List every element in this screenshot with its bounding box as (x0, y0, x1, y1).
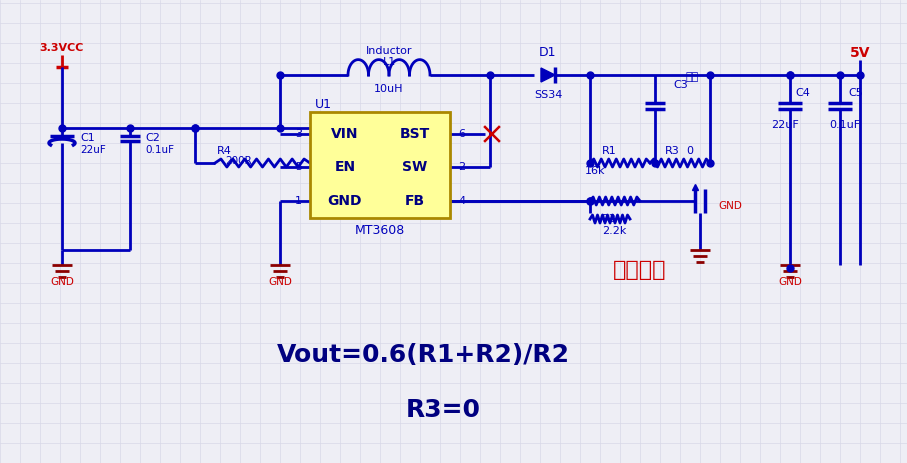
Text: 5V: 5V (850, 46, 870, 60)
Text: Vout=0.6(R1+R2)/R2: Vout=0.6(R1+R2)/R2 (277, 343, 570, 367)
Text: R2: R2 (602, 214, 617, 224)
Text: U1: U1 (315, 98, 332, 111)
Text: VIN: VIN (331, 127, 359, 141)
Text: 1: 1 (295, 196, 302, 206)
Text: BST: BST (400, 127, 430, 141)
Text: 4: 4 (458, 196, 465, 206)
Text: R3: R3 (665, 146, 679, 156)
Text: 5: 5 (295, 162, 302, 172)
Text: R4: R4 (217, 146, 232, 156)
Text: 6: 6 (458, 129, 465, 139)
Text: 小北设计: 小北设计 (613, 260, 667, 280)
Text: R3=0: R3=0 (405, 398, 481, 422)
Text: C4: C4 (795, 88, 810, 98)
Text: 200R: 200R (225, 156, 252, 166)
Text: GND: GND (268, 277, 292, 287)
Text: 备用: 备用 (685, 72, 698, 82)
Text: 10uH: 10uH (375, 84, 404, 94)
Text: 16k: 16k (585, 166, 605, 176)
Text: 2: 2 (458, 162, 465, 172)
Text: 22uF: 22uF (771, 120, 799, 130)
Text: D1: D1 (540, 46, 557, 60)
Text: 3.3VCC: 3.3VCC (40, 43, 84, 53)
Text: SS34: SS34 (534, 90, 562, 100)
Text: GND: GND (778, 277, 802, 287)
Text: R1: R1 (602, 146, 617, 156)
Text: C3: C3 (673, 80, 688, 90)
Bar (310, 112, 450, 218)
Text: 22uF: 22uF (80, 145, 106, 155)
Text: C1: C1 (80, 133, 94, 143)
Text: EN: EN (335, 160, 356, 174)
Text: GND: GND (50, 277, 74, 287)
Text: L1: L1 (383, 57, 395, 67)
Text: GND: GND (718, 201, 742, 211)
Text: FB: FB (405, 194, 425, 208)
Text: Inductor: Inductor (366, 46, 413, 56)
Text: 2.2k: 2.2k (602, 226, 627, 236)
Text: 3: 3 (295, 129, 302, 139)
Text: C5: C5 (848, 88, 863, 98)
Text: C2: C2 (145, 133, 160, 143)
Text: 0: 0 (687, 146, 694, 156)
Text: MT3608: MT3608 (355, 224, 405, 237)
Text: SW: SW (403, 160, 427, 174)
Text: 0.1uF: 0.1uF (829, 120, 861, 130)
Text: 0.1uF: 0.1uF (145, 145, 174, 155)
Text: GND: GND (327, 194, 362, 208)
Polygon shape (541, 68, 555, 82)
